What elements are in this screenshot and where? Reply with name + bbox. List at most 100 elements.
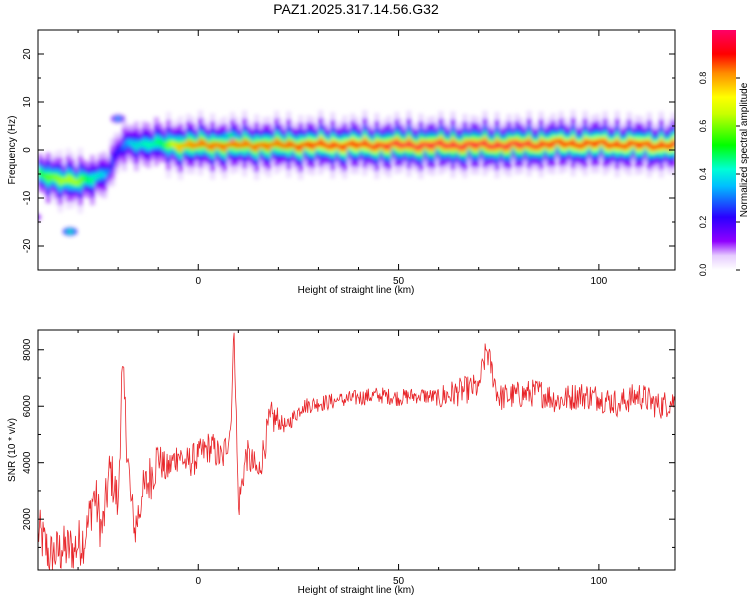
- heatmap-blob-core: [226, 133, 234, 138]
- heatmap-cell: [490, 144, 496, 150]
- heatmap-cell: [462, 142, 468, 150]
- spectrogram-xtick-label: 100: [591, 276, 608, 287]
- heatmap-cell: [382, 143, 388, 150]
- spectrogram-panel: 0 50 100 -20 -10 0 10 20 Height of straight lin…: [7, 29, 676, 296]
- heatmap-cell: [62, 178, 67, 183]
- heatmap-cell: [70, 177, 75, 184]
- heatmap-cell: [654, 144, 660, 150]
- heatmap-cell: [434, 140, 440, 146]
- heatmap-cell: [318, 138, 324, 146]
- heatmap-cell: [46, 174, 51, 182]
- heatmap-cell: [218, 143, 223, 150]
- heatmap-cell: [570, 139, 576, 147]
- heatmap-cell: [114, 150, 119, 157]
- heatmap-cell: [566, 141, 572, 146]
- heatmap-cell: [286, 140, 291, 148]
- heatmap-cell: [430, 142, 436, 150]
- heatmap-cell: [626, 140, 632, 148]
- colorbar-tick-label: 0.4: [698, 168, 708, 181]
- heatmap-cell: [670, 140, 675, 148]
- heatmap-cell: [178, 144, 183, 152]
- snr-ytick-label: 2000: [22, 508, 33, 531]
- heatmap-cell: [610, 142, 616, 148]
- heatmap-cell: [466, 141, 472, 146]
- heatmap-cell: [50, 174, 55, 180]
- heatmap-cell: [386, 143, 392, 150]
- heatmap-cell: [274, 138, 279, 146]
- heatmap-cell: [358, 142, 364, 147]
- heatmap-cell: [210, 142, 215, 151]
- heatmap-cell: [126, 139, 131, 145]
- heatmap-cell: [590, 141, 596, 148]
- heatmap-cell: [494, 141, 500, 149]
- snr-xtick-label: 100: [591, 576, 608, 587]
- spectrogram-ytick-label: -10: [22, 190, 33, 205]
- heatmap-cell: [378, 142, 384, 148]
- heatmap-cell: [630, 140, 636, 145]
- snr-xtick-label: 50: [393, 576, 405, 587]
- heatmap-cell: [514, 140, 520, 148]
- heatmap-cell: [162, 142, 167, 148]
- colorbar-tick-label: 0.0: [698, 264, 708, 277]
- heatmap-cell: [330, 141, 336, 149]
- heatmap-cell: [138, 142, 143, 147]
- heatmap-cell: [230, 139, 235, 147]
- heatmap-cell: [294, 144, 300, 151]
- colorbar-ticks: 0.0 0.2 0.4 0.6 0.8: [698, 72, 740, 277]
- spectrogram-ytick-label: 10: [22, 96, 33, 108]
- heatmap-cell: [574, 143, 580, 149]
- heatmap-cell: [222, 144, 227, 151]
- heatmap-cell: [150, 142, 155, 147]
- heatmap-cell: [622, 143, 628, 150]
- heatmap-cell: [262, 142, 267, 149]
- heatmap-cell: [322, 142, 328, 148]
- heatmap-cell: [54, 175, 59, 181]
- heatmap-cell: [506, 141, 512, 149]
- snr-panel: 0 50 100 2000 4000 6000 8000 Height of straigh…: [7, 329, 676, 596]
- heatmap-cell: [186, 140, 191, 147]
- heatmap-cell: [450, 140, 456, 149]
- heatmap-cell: [522, 141, 528, 147]
- heatmap-cell: [606, 143, 612, 149]
- heatmap-cell: [414, 145, 420, 151]
- heatmap-cell: [66, 175, 71, 183]
- heatmap-cell: [362, 139, 368, 147]
- heatmap-cell: [310, 142, 316, 150]
- spectrogram-ytick-label: 20: [22, 48, 33, 60]
- heatmap-cell: [42, 173, 47, 179]
- heatmap-cell: [90, 176, 95, 184]
- heatmap-cell: [314, 142, 320, 147]
- heatmap-cell: [538, 140, 544, 148]
- figure-title: PAZ1.2025.317.14.56.G32: [273, 1, 439, 17]
- heatmap-cell: [202, 140, 207, 147]
- heatmap-cell: [366, 142, 372, 148]
- heatmap-cell: [238, 143, 243, 148]
- heatmap-cell: [390, 141, 396, 146]
- heatmap-cell: [638, 142, 644, 149]
- heatmap-blob-core: [114, 116, 122, 121]
- colorbar-gradient: [712, 30, 736, 270]
- heatmap-cell: [554, 138, 560, 144]
- heatmap-cell: [130, 141, 135, 147]
- heatmap-layer: [38, 110, 675, 236]
- snr-frame: [37, 329, 676, 571]
- heatmap-cell: [598, 139, 604, 144]
- snr-xlabel: Height of straight line (km): [298, 585, 415, 596]
- heatmap-cell: [442, 143, 448, 149]
- heatmap-cell: [418, 142, 424, 150]
- heatmap-cell: [206, 144, 211, 150]
- heatmap-cell: [370, 145, 376, 151]
- heatmap-cell: [158, 139, 163, 146]
- heatmap-cell: [646, 141, 652, 149]
- heatmap-cell: [542, 141, 548, 147]
- heatmap-cell: [634, 141, 640, 149]
- heatmap-cell: [86, 177, 91, 183]
- heatmap-cell: [594, 140, 600, 147]
- heatmap-cell: [470, 141, 476, 148]
- heatmap-cell: [258, 142, 263, 147]
- heatmap-cell: [102, 171, 107, 179]
- heatmap-cell: [98, 171, 103, 178]
- heatmap-cell: [338, 144, 344, 151]
- heatmap-cell: [94, 174, 99, 179]
- heatmap-cell: [166, 141, 171, 149]
